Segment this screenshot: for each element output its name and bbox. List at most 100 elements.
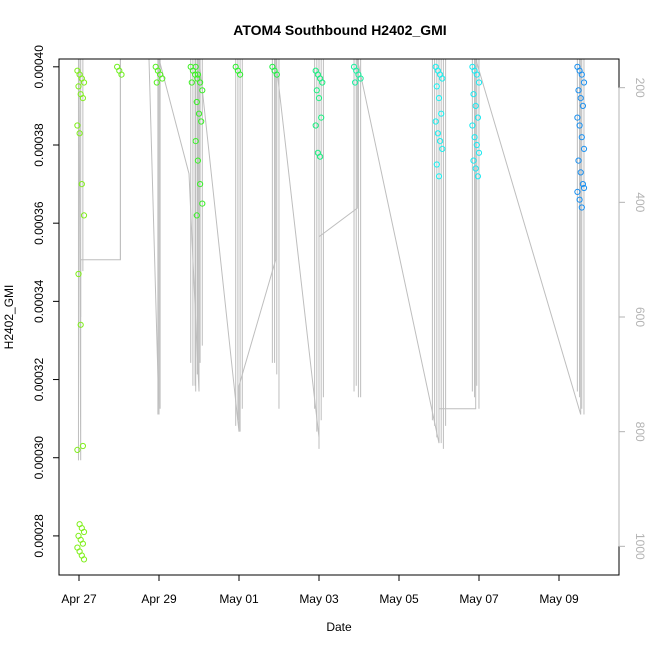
data-point bbox=[357, 75, 364, 82]
data-point bbox=[194, 71, 201, 78]
data-point bbox=[577, 95, 584, 102]
y-tick-label: 0.00036 bbox=[32, 201, 46, 245]
data-point bbox=[580, 184, 588, 192]
data-point bbox=[192, 138, 199, 145]
x-tick-label: May 03 bbox=[299, 592, 339, 606]
data-point bbox=[352, 79, 359, 86]
data-point bbox=[313, 87, 320, 94]
data-point bbox=[575, 157, 582, 164]
data-point bbox=[188, 79, 195, 86]
y-axis: 0.00028 0.00030 0.00032 0.00034 0.00036 0.000… bbox=[32, 45, 60, 558]
data-point bbox=[439, 145, 446, 152]
data-point bbox=[79, 540, 87, 547]
data-point bbox=[437, 138, 444, 145]
data-point bbox=[194, 75, 201, 82]
x-tick-label: May 09 bbox=[539, 592, 579, 606]
data-point bbox=[319, 79, 326, 86]
data-point bbox=[435, 173, 443, 180]
depth-trace-group bbox=[77, 59, 585, 461]
data-point bbox=[197, 181, 204, 188]
data-point bbox=[576, 122, 583, 129]
data-point bbox=[432, 118, 439, 125]
data-point bbox=[315, 95, 323, 102]
scatter-points-group bbox=[74, 63, 588, 563]
x-tick-label: May 05 bbox=[379, 592, 419, 606]
data-point bbox=[317, 153, 324, 160]
data-point bbox=[469, 122, 476, 129]
data-point bbox=[159, 75, 166, 82]
data-point bbox=[574, 188, 581, 195]
data-point bbox=[312, 122, 319, 129]
data-point bbox=[118, 71, 125, 78]
plot-frame bbox=[58, 58, 620, 576]
data-point bbox=[472, 102, 479, 110]
data-point bbox=[318, 114, 325, 121]
data-point bbox=[474, 173, 481, 180]
y-tick-label-right: 200 bbox=[633, 78, 647, 98]
data-point bbox=[192, 63, 199, 70]
data-point bbox=[578, 204, 585, 211]
data-point bbox=[75, 270, 82, 278]
data-point bbox=[473, 141, 480, 149]
data-point bbox=[199, 200, 206, 207]
data-point bbox=[578, 134, 585, 141]
data-point bbox=[80, 528, 88, 536]
y-tick-label-right: 800 bbox=[633, 422, 647, 442]
data-point bbox=[198, 118, 205, 125]
y-tick-label: 0.00040 bbox=[32, 45, 46, 89]
data-point bbox=[76, 130, 83, 137]
data-point bbox=[579, 102, 587, 110]
data-point bbox=[75, 83, 82, 90]
data-point bbox=[193, 98, 200, 106]
x-axis-label: Date bbox=[326, 620, 352, 634]
data-point bbox=[470, 157, 477, 164]
y-tick-label: 0.00030 bbox=[32, 436, 46, 480]
y-axis-label: H2402_GMI bbox=[2, 285, 16, 350]
data-point bbox=[471, 134, 478, 141]
data-point bbox=[475, 149, 483, 156]
data-point bbox=[194, 157, 201, 164]
data-point bbox=[433, 161, 440, 168]
data-point bbox=[197, 79, 204, 86]
data-point bbox=[470, 91, 477, 98]
y-tick-label-right: 600 bbox=[633, 307, 647, 327]
x-tick-label: Apr 27 bbox=[61, 592, 97, 606]
data-point bbox=[80, 79, 88, 86]
data-point bbox=[580, 145, 588, 152]
data-point bbox=[193, 212, 200, 219]
y-tick-label: 0.00032 bbox=[32, 358, 46, 402]
data-point bbox=[473, 71, 480, 78]
data-point bbox=[579, 181, 587, 188]
y-tick-label: 0.00034 bbox=[32, 279, 46, 323]
y-tick-label: 0.00038 bbox=[32, 123, 46, 167]
y-tick-label-right: 1000 bbox=[633, 533, 647, 560]
data-point bbox=[79, 95, 87, 102]
data-point bbox=[74, 446, 81, 453]
data-point bbox=[474, 114, 481, 121]
data-point bbox=[578, 71, 585, 78]
data-point bbox=[74, 122, 81, 129]
data-point bbox=[80, 556, 88, 563]
data-point bbox=[580, 79, 588, 86]
y-tick-label: 0.00028 bbox=[32, 514, 46, 558]
data-point bbox=[237, 71, 244, 78]
chart-title: ATOM4 Southbound H2402_GMI bbox=[233, 22, 446, 38]
data-point bbox=[439, 75, 446, 82]
x-tick-label: May 01 bbox=[219, 592, 259, 606]
data-point bbox=[433, 83, 440, 90]
y-tick-label-right: 400 bbox=[633, 192, 647, 212]
x-tick-label: Apr 29 bbox=[141, 592, 177, 606]
data-point bbox=[475, 79, 483, 86]
data-point bbox=[79, 442, 87, 450]
plot-area bbox=[74, 59, 588, 563]
data-point bbox=[195, 110, 203, 117]
x-tick-label: May 07 bbox=[459, 592, 499, 606]
data-point bbox=[577, 169, 584, 176]
data-point bbox=[472, 165, 479, 172]
depth-trace-line bbox=[78, 59, 582, 461]
data-point bbox=[78, 181, 85, 188]
data-point bbox=[435, 95, 443, 102]
data-point bbox=[576, 196, 583, 203]
data-point bbox=[438, 110, 445, 117]
